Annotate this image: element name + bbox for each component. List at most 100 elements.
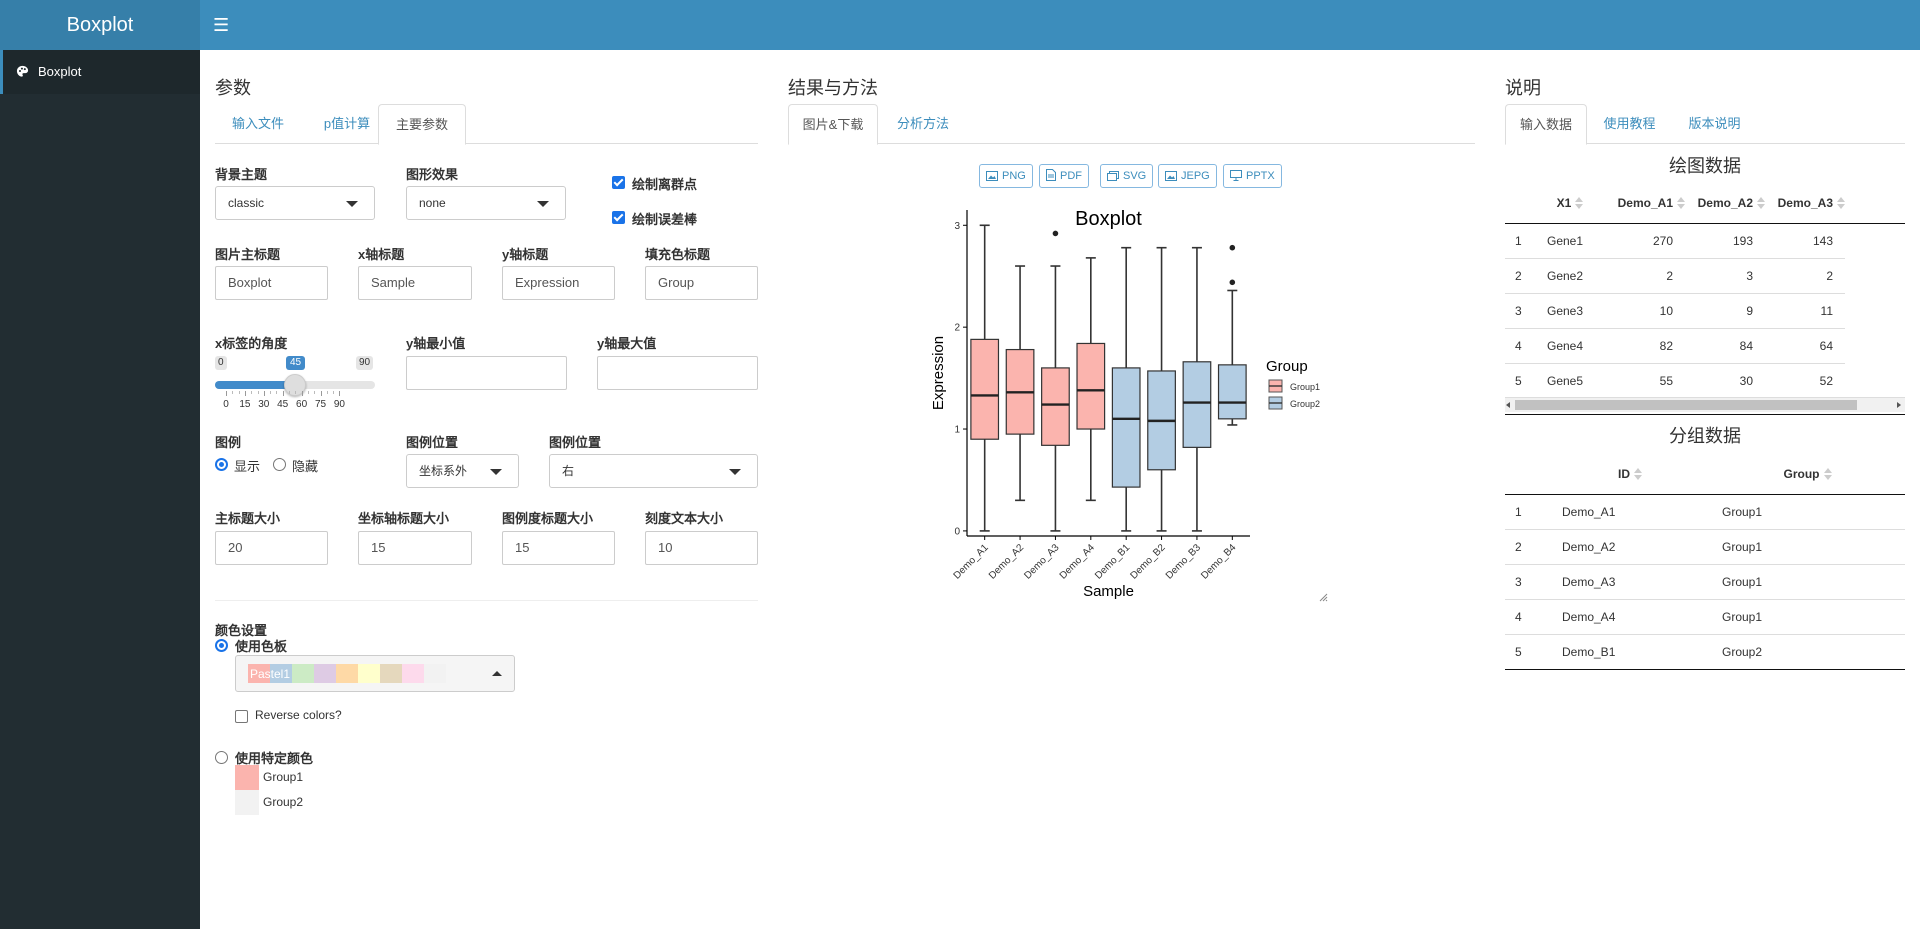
- fill-title-input[interactable]: Group: [645, 266, 758, 300]
- legend-show-label: 显示: [234, 459, 261, 474]
- table-row[interactable]: 1 Gene1 270 193 143: [1505, 222, 1905, 258]
- reverse-colors-checkbox[interactable]: [235, 710, 248, 723]
- tab-version-notes[interactable]: 版本说明: [1688, 116, 1741, 131]
- table-cell: Demo_A4: [1550, 598, 1710, 634]
- y-max-input[interactable]: [597, 356, 758, 390]
- tick-size-input[interactable]: 10: [645, 531, 758, 565]
- table-row[interactable]: 5 Gene5 55 30 52: [1505, 362, 1905, 393]
- box-Demo_B4: [1217, 364, 1247, 420]
- slider-minor-tick: [314, 391, 316, 394]
- theme-select[interactable]: classic: [215, 186, 375, 220]
- tab-analysis-method[interactable]: 分析方法: [896, 116, 949, 131]
- scrollbar-thumb[interactable]: [1515, 400, 1857, 410]
- legend-hide-radio[interactable]: [273, 458, 286, 471]
- axis-title-size-input[interactable]: 15: [358, 531, 472, 565]
- legend-pos2-value: 右: [562, 464, 575, 478]
- tab-tutorial[interactable]: 使用教程: [1603, 116, 1656, 131]
- draw-errorbar-checkbox[interactable]: [612, 211, 625, 224]
- table-cell: 84: [1685, 327, 1765, 363]
- column-header[interactable]: Demo_A2: [1685, 183, 1765, 224]
- tab-input-data[interactable]: 输入数据: [1505, 104, 1587, 145]
- sort-icon[interactable]: [1575, 196, 1584, 209]
- table-cell: 64: [1765, 327, 1845, 363]
- legend-pos1-select[interactable]: 坐标系外: [406, 454, 519, 488]
- sort-icon[interactable]: [1837, 196, 1845, 209]
- x-axis-title: Sample: [1083, 583, 1134, 600]
- slider-tick-mark: [301, 391, 303, 396]
- box-Demo_A1: [970, 338, 1000, 440]
- column-header[interactable]: Demo_A3: [1765, 183, 1845, 224]
- download-jepg-button[interactable]: JEPG: [1158, 164, 1217, 188]
- y-title-label: y轴标题: [502, 247, 549, 262]
- table-cell: 55: [1605, 362, 1685, 393]
- legend-label: Group1: [1290, 382, 1320, 392]
- table-cell: Group1: [1710, 563, 1905, 599]
- table-row[interactable]: 2 Demo_A2 Group1: [1505, 528, 1905, 564]
- sidebar-item-boxplot[interactable]: Boxplot: [0, 50, 200, 94]
- legend-label: Group2: [1290, 399, 1320, 409]
- draw-outliers-checkbox[interactable]: [612, 176, 625, 189]
- palette-swatch: [424, 664, 446, 683]
- x-tick-label: Demo_A3: [1022, 542, 1062, 582]
- column-header[interactable]: Group: [1710, 454, 1905, 495]
- group1-swatch[interactable]: [235, 765, 259, 790]
- legend-show-radio[interactable]: [215, 458, 228, 471]
- x-title-input[interactable]: Sample: [358, 266, 472, 300]
- column-header[interactable]: X1: [1535, 183, 1605, 224]
- table-row[interactable]: 4 Demo_A4 Group1: [1505, 598, 1905, 634]
- resize-handle-icon[interactable]: [1319, 590, 1328, 602]
- y-max-label: y轴最大值: [597, 336, 657, 351]
- sort-icon[interactable]: [1757, 196, 1765, 209]
- sort-icon[interactable]: [1634, 467, 1642, 480]
- column-header[interactable]: Demo_A1: [1605, 183, 1685, 224]
- effect-select[interactable]: none: [406, 186, 566, 220]
- tab-pvalue[interactable]: p值计算: [323, 116, 371, 131]
- table-cell: 9: [1685, 292, 1765, 328]
- download-pptx-button[interactable]: PPTX: [1223, 164, 1282, 188]
- table-row[interactable]: 5 Demo_B1 Group2: [1505, 633, 1905, 669]
- window-icon: [1107, 171, 1119, 181]
- legend-title-size-input[interactable]: 15: [502, 531, 615, 565]
- horizontal-scrollbar[interactable]: [1505, 397, 1905, 412]
- sort-icon[interactable]: [1823, 467, 1832, 480]
- palette-select[interactable]: Pastel1: [235, 655, 515, 692]
- table-row[interactable]: 3 Gene3 10 9 11: [1505, 292, 1905, 328]
- title-size-input[interactable]: 20: [215, 531, 328, 565]
- use-palette-radio[interactable]: [215, 639, 228, 652]
- app-title: Boxplot: [0, 0, 200, 50]
- draw-errorbar-label: 绘制误差棒: [632, 212, 698, 227]
- tab-main-params[interactable]: 主要参数: [378, 104, 466, 145]
- x-title-label: x轴标题: [358, 247, 405, 262]
- tab-input-file[interactable]: 输入文件: [231, 116, 284, 131]
- y-min-input[interactable]: [406, 356, 567, 390]
- box-Demo_A4: [1076, 342, 1106, 430]
- group2-swatch[interactable]: [235, 790, 259, 815]
- palette-swatch: [336, 664, 358, 683]
- download-png-button[interactable]: PNG: [979, 164, 1033, 188]
- legend-pos2-select[interactable]: 右: [549, 454, 758, 488]
- hamburger-menu-icon[interactable]: ☰: [213, 15, 230, 35]
- download-svg-button[interactable]: SVG: [1100, 164, 1154, 188]
- slider-tick-mark: [244, 391, 246, 396]
- table-row[interactable]: 3 Demo_A3 Group1: [1505, 563, 1905, 599]
- theme-value: classic: [228, 196, 265, 210]
- tab-figure-download[interactable]: 图片&下载: [788, 104, 878, 145]
- column-header[interactable]: ID: [1550, 454, 1710, 495]
- y-tick-label: 0: [954, 526, 960, 537]
- scroll-left-icon[interactable]: [1506, 402, 1510, 408]
- use-specific-radio[interactable]: [215, 751, 228, 764]
- sort-icon[interactable]: [1677, 196, 1685, 209]
- group-data-table: ID Group 1 Demo_A1 Group1 2 Demo_A2 Group1 3 Dem…: [1505, 454, 1905, 670]
- plot-title-input[interactable]: Boxplot: [215, 266, 328, 300]
- top-navbar: Boxplot ☰: [0, 0, 1920, 50]
- table-row[interactable]: 1 Demo_A1 Group1: [1505, 493, 1905, 529]
- table-row[interactable]: 2 Gene2 2 3 2: [1505, 257, 1905, 293]
- legend-pos2-label: 图例位置: [549, 435, 602, 450]
- column-header[interactable]: Demo: [1845, 183, 1905, 224]
- table-row[interactable]: 4 Gene4 82 84 64: [1505, 327, 1905, 363]
- scroll-right-icon[interactable]: [1897, 402, 1901, 408]
- table-cell: 5: [1505, 362, 1535, 393]
- slider-handle[interactable]: [284, 374, 306, 396]
- y-title-input[interactable]: Expression: [502, 266, 615, 300]
- download-pdf-button[interactable]: PDF: [1039, 164, 1089, 188]
